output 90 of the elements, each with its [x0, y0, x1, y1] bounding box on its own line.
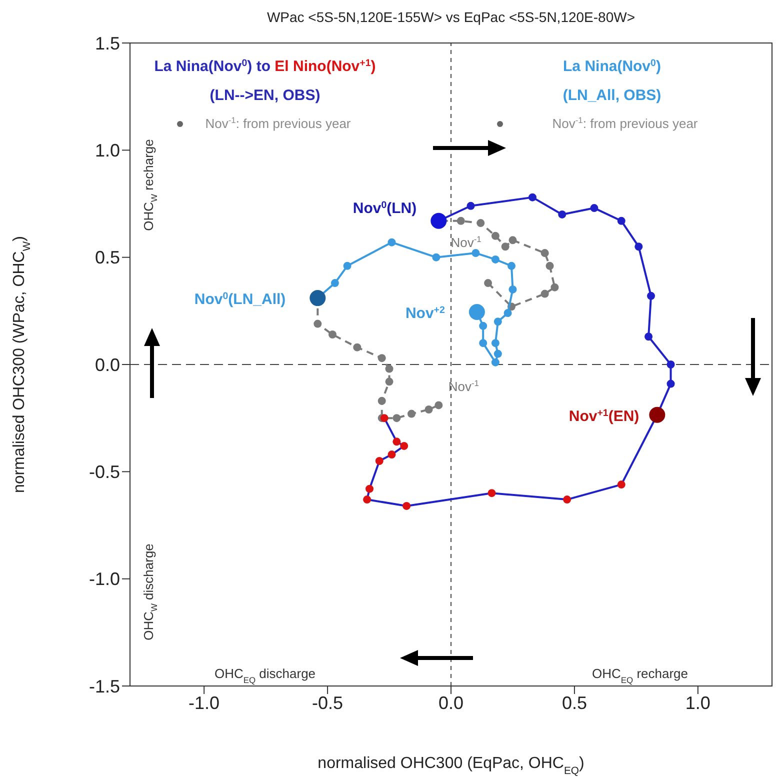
- point: [644, 332, 653, 341]
- point: [400, 442, 408, 450]
- point: [378, 354, 386, 362]
- point: [424, 406, 433, 414]
- point: [402, 502, 411, 510]
- annotation: La Nina(Nov$^{0}$): [563, 58, 661, 75]
- point: [546, 262, 554, 270]
- point: [617, 216, 626, 225]
- annotation: Nov$^{-1}$: [450, 234, 482, 250]
- point: [558, 210, 566, 218]
- point: [501, 242, 510, 251]
- x-axis-title: normalised OHC300 (EqPac, OHC$_{EQ}$): [318, 755, 584, 776]
- point: [456, 216, 465, 225]
- point: [491, 232, 500, 240]
- point: [508, 236, 517, 244]
- y-tick-label: 1.0: [94, 140, 120, 161]
- annotation: Nov$^{-1}$: from previous year: [552, 115, 698, 131]
- point: [550, 283, 559, 292]
- annotation: Nov$^{-1}$: from previous year: [205, 115, 352, 131]
- point: [434, 401, 443, 410]
- point: [378, 396, 386, 405]
- annotation: (LN-->EN, OBS): [210, 87, 320, 104]
- annotation: Nov$^{+2}$: [405, 304, 446, 322]
- point: [649, 406, 666, 423]
- annotation: Nov$^{-1}$: [448, 378, 480, 394]
- point: [479, 339, 488, 348]
- point: [328, 330, 336, 338]
- annotation: El Nino(Nov$^{+1}$): [274, 58, 376, 75]
- point: [388, 450, 396, 459]
- point: [476, 219, 485, 228]
- x-tick-label: -1.0: [188, 692, 220, 713]
- point: [491, 339, 500, 348]
- y-tick-label: -0.5: [88, 462, 120, 482]
- annotation: Nov$^{+1}$(EN): [568, 407, 640, 425]
- y-tick-label: 0.0: [94, 354, 120, 375]
- point: [330, 279, 339, 288]
- annotation: Nov$^{0}$(LN_All): [194, 290, 286, 308]
- point: [375, 456, 384, 465]
- point: [314, 320, 322, 328]
- y-tick-label: -1.0: [88, 569, 120, 590]
- point: [363, 496, 372, 504]
- point: [617, 480, 626, 489]
- point: [666, 360, 675, 368]
- point: [634, 242, 643, 251]
- x-tick-label: 0.5: [562, 692, 587, 713]
- point: [494, 318, 502, 326]
- point: [488, 489, 496, 498]
- y-tick-label: -1.5: [88, 676, 120, 696]
- y-tick-label: 0.5: [94, 248, 120, 268]
- point: [385, 378, 394, 386]
- point: [508, 285, 517, 294]
- point: [430, 212, 447, 229]
- point: [563, 496, 572, 504]
- annotation: La Nina(Nov$^{0}$) to: [154, 58, 270, 75]
- chart-title: WPac <5S-5N,120E-155W> vs EqPac <5S-5N,120E-80W>: [266, 9, 636, 25]
- point: [380, 414, 388, 422]
- point: [366, 484, 374, 493]
- y-tick-label: 1.5: [94, 33, 120, 54]
- point: [484, 279, 492, 288]
- point: [466, 202, 475, 210]
- point: [353, 343, 362, 352]
- point: [392, 438, 401, 446]
- point: [491, 358, 500, 366]
- x-tick-label: -0.5: [312, 692, 344, 713]
- point: [540, 249, 549, 258]
- annotation: OHC$_{EQ}$ recharge: [592, 666, 688, 685]
- point: [343, 262, 352, 270]
- point: [472, 249, 480, 258]
- x-tick-label: 0.0: [438, 692, 464, 713]
- point: [468, 304, 485, 320]
- point: [479, 322, 488, 330]
- point: [432, 253, 440, 262]
- annotation: OHC$_{EQ}$ discharge: [214, 666, 316, 685]
- point: [491, 255, 500, 264]
- point: [388, 238, 396, 246]
- point: [392, 414, 401, 422]
- point: [528, 193, 536, 202]
- point: [666, 380, 675, 388]
- annotation: Nov$^{0}$(LN): [352, 199, 417, 217]
- x-tick-label: 1.0: [685, 692, 710, 713]
- annotation: (LN_All, OBS): [562, 87, 662, 104]
- point: [407, 410, 416, 418]
- point: [647, 292, 656, 300]
- point: [507, 262, 516, 270]
- point: [310, 290, 326, 306]
- point: [540, 290, 549, 298]
- point: [385, 364, 394, 373]
- point: [590, 204, 598, 212]
- point: [494, 350, 502, 358]
- point: [504, 309, 512, 318]
